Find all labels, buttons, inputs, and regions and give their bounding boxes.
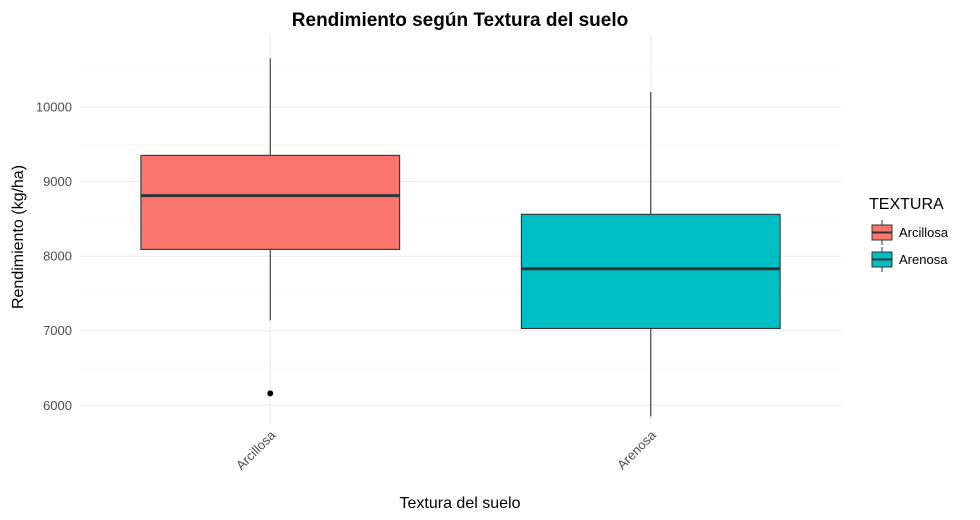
y-tick-labels: 6000 7000 8000 9000 10000 [36, 99, 72, 412]
box-body [140, 154, 401, 250]
y-tick-label: 8000 [43, 249, 72, 264]
boxes [140, 58, 781, 417]
box-arcillosa [140, 58, 401, 397]
legend-label: Arenosa [899, 252, 948, 267]
y-axis-title: Rendimiento (kg/ha) [10, 165, 27, 309]
legend-label: Arcillosa [899, 225, 949, 240]
x-axis-title: Textura del suelo [400, 495, 521, 512]
x-tick-labels: Arcillosa Arenosa [233, 427, 659, 473]
legend-item-arcillosa: Arcillosa [871, 220, 949, 245]
x-tick-label: Arenosa [614, 427, 659, 472]
legend: TEXTURA Arcillosa Arenosa [869, 196, 949, 272]
y-tick-label: 10000 [36, 99, 72, 114]
legend-item-arenosa: Arenosa [871, 247, 948, 272]
box-body [520, 213, 781, 330]
box-arenosa [520, 91, 781, 417]
x-tick-label: Arcillosa [233, 427, 279, 473]
chart-title: Rendimiento según Textura del suelo [292, 10, 628, 31]
legend-title: TEXTURA [869, 196, 944, 213]
y-tick-label: 7000 [43, 323, 72, 338]
y-tick-label: 9000 [43, 174, 72, 189]
y-tick-label: 6000 [43, 398, 72, 413]
outlier-point [267, 390, 274, 397]
